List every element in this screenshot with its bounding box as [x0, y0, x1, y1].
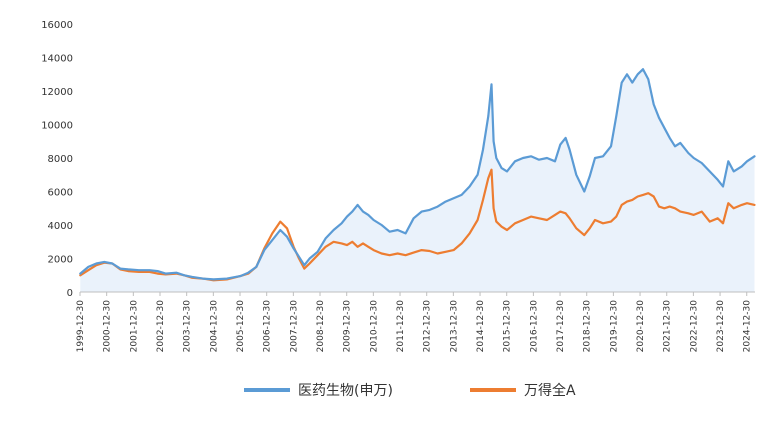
x-tick-label: 2020-12-30: [636, 300, 646, 353]
y-tick-label: 12000: [41, 87, 73, 98]
x-tick-label: 2015-12-30: [503, 300, 513, 353]
x-tick-label: 1999-12-30: [76, 300, 86, 353]
y-tick-label: 0: [67, 288, 73, 299]
x-tick-label: 2002-12-30: [156, 300, 166, 353]
y-axis-ticks: 0 2000 4000 6000 8000 10000 12000 14000 16000: [41, 20, 73, 299]
series-area-pharma: [80, 69, 755, 292]
area-layer: [80, 69, 755, 292]
x-tick-label: 2000-12-30: [103, 300, 113, 353]
x-tick-label: 2016-12-30: [529, 300, 539, 353]
x-tick-label: 2010-12-30: [369, 300, 379, 353]
x-tick-label: 2013-12-30: [449, 300, 459, 353]
x-tick-label: 2021-12-30: [663, 300, 673, 353]
x-tick-label: 2004-12-30: [209, 300, 219, 353]
series-line-pharma: [79, 68, 756, 281]
x-tick-label: 2019-12-30: [609, 300, 619, 353]
x-tick-label: 2003-12-30: [183, 300, 193, 353]
y-tick-label: 10000: [41, 121, 73, 132]
y-tick-label: 14000: [41, 54, 73, 65]
x-tick-label: 2001-12-30: [129, 300, 139, 353]
x-tick-label: 2017-12-30: [556, 300, 566, 353]
y-tick-label: 6000: [48, 188, 73, 199]
x-tick-label: 2024-12-30: [743, 300, 753, 353]
y-tick-label: 8000: [48, 154, 73, 165]
x-tick-label: 2008-12-30: [316, 300, 326, 353]
x-tick-label: 2023-12-30: [716, 300, 726, 353]
x-tick-label: 2012-12-30: [423, 300, 433, 353]
y-tick-label: 2000: [48, 255, 73, 266]
x-tick-label: 2011-12-30: [396, 300, 406, 353]
x-tick-label: 2018-12-30: [583, 300, 593, 353]
x-tick-label: 2009-12-30: [343, 300, 353, 353]
x-tick-label: 2014-12-30: [476, 300, 486, 353]
y-tick-label: 16000: [41, 20, 73, 31]
x-axis: 1999-12-30 2000-12-30 2001-12-30 2002-12-30…: [76, 291, 755, 353]
legend: 医药生物(申万) 万得全A: [244, 382, 576, 399]
y-tick-label: 4000: [48, 221, 73, 232]
x-tick-label: 2005-12-30: [236, 300, 246, 353]
x-tick-label: 2007-12-30: [289, 300, 299, 353]
x-tick-label: 2022-12-30: [689, 300, 699, 353]
x-tick-label: 2006-12-30: [263, 300, 273, 353]
legend-label-pharma: 医药生物(申万): [298, 383, 393, 399]
legend-label-wind-all-a: 万得全A: [524, 382, 576, 399]
series-lines: [79, 68, 756, 282]
